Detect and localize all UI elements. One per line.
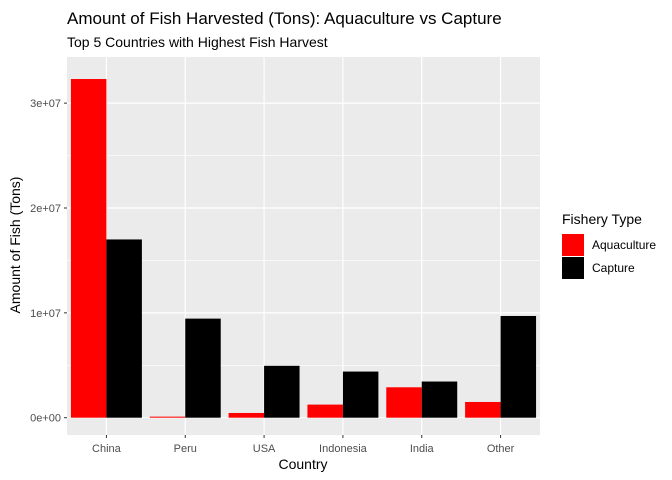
x-tick-label: Peru [174, 443, 197, 455]
chart-title: Amount of Fish Harvested (Tons): Aquacul… [67, 9, 502, 28]
legend-label-capture: Capture [592, 261, 635, 275]
plot-panel [67, 57, 540, 435]
bar-aquaculture-usa [228, 412, 265, 418]
bar-capture-other [500, 315, 537, 418]
x-tick-label: USA [253, 443, 276, 455]
bar-aquaculture-china [70, 79, 107, 418]
y-tick-label: 2e+07 [30, 203, 61, 215]
bars [70, 79, 537, 418]
x-axis: China Peru USA Indonesia India Other [92, 435, 515, 455]
bar-capture-usa [264, 365, 300, 418]
y-tick-label: 3e+07 [30, 98, 61, 110]
bar-capture-indonesia [342, 371, 379, 418]
x-tick-label: Indonesia [319, 443, 368, 455]
legend: Fishery Type Aquaculture Capture [562, 211, 656, 279]
bar-capture-peru [185, 318, 221, 418]
bar-aquaculture-peru [149, 416, 186, 418]
y-axis-title: Amount of Fish (Tons) [7, 177, 23, 314]
legend-title: Fishery Type [562, 211, 642, 227]
bar-capture-india [421, 381, 458, 418]
x-tick-label: China [92, 443, 122, 455]
x-tick-label: Other [487, 443, 515, 455]
x-tick-label: India [410, 443, 435, 455]
y-tick-label: 1e+07 [30, 308, 61, 320]
grid-minor [67, 155, 540, 366]
bar-aquaculture-indonesia [307, 404, 343, 418]
x-axis-title: Country [278, 456, 327, 472]
y-axis: 0e+00 1e+07 2e+07 3e+07 [30, 98, 67, 425]
y-tick-label: 0e+00 [30, 413, 61, 425]
bar-aquaculture-other [465, 401, 501, 418]
legend-label-aquaculture: Aquaculture [592, 238, 656, 252]
bar-aquaculture-india [386, 387, 422, 418]
bar-capture-china [106, 239, 142, 418]
legend-key-aquaculture [562, 234, 584, 256]
legend-key-capture [562, 257, 584, 279]
chart-subtitle: Top 5 Countries with Highest Fish Harves… [67, 34, 328, 50]
